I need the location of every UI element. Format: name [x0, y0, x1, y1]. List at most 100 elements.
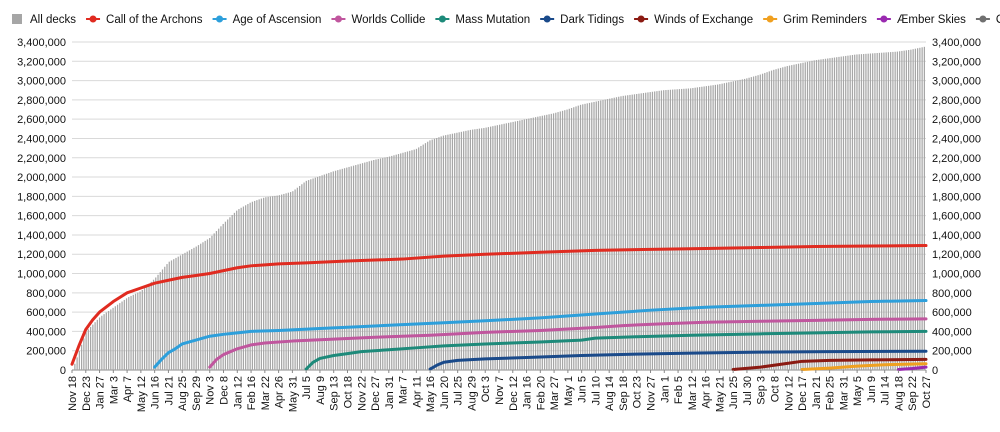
- all-decks-bar: [278, 195, 280, 370]
- all-decks-bar: [611, 98, 613, 370]
- x-tick-label: Aug 9: [315, 376, 327, 405]
- all-decks-bar: [743, 78, 746, 370]
- all-decks-bar: [838, 56, 840, 370]
- all-decks-bar: [665, 90, 667, 371]
- all-decks-bar: [896, 51, 899, 370]
- y-tick-label-right: 600,000: [932, 307, 972, 319]
- all-decks-bar: [357, 164, 359, 370]
- y-tick-label-right: 400,000: [932, 326, 972, 338]
- all-decks-bar: [734, 80, 737, 371]
- x-tick-label: Mar 27: [549, 376, 561, 410]
- all-decks-bar: [490, 126, 492, 371]
- all-decks-bars: [74, 46, 925, 371]
- x-tick-label: Oct 8: [769, 376, 781, 402]
- all-decks-bar: [161, 269, 164, 370]
- all-decks-bar: [134, 293, 137, 370]
- all-decks-bar: [191, 249, 193, 370]
- all-decks-bar: [642, 93, 645, 370]
- all-decks-bar: [822, 59, 824, 370]
- x-tick-label: Nov 18: [67, 376, 79, 411]
- all-decks-bar: [215, 231, 218, 370]
- x-tick-label: Jan 16: [522, 376, 534, 409]
- all-decks-bar: [597, 101, 600, 370]
- all-decks-bar: [737, 80, 739, 370]
- all-decks-bar: [107, 310, 110, 370]
- legend-swatch-dot: [979, 15, 987, 23]
- all-decks-bar: [197, 245, 200, 370]
- all-decks-bar: [752, 76, 755, 370]
- all-decks-bar: [206, 239, 209, 370]
- x-tick-label: Aug 14: [604, 376, 616, 411]
- legend-swatch-dot: [766, 15, 774, 23]
- legend-swatch-dot: [438, 15, 446, 23]
- x-tick-label: Jun 16: [150, 376, 162, 409]
- y-tick-label-right: 800,000: [932, 288, 972, 300]
- all-decks-bar: [202, 242, 204, 370]
- all-decks-bar: [116, 304, 119, 370]
- all-decks-bar: [615, 97, 618, 371]
- y-tick-label-left: 400,000: [26, 326, 66, 338]
- all-decks-bar: [458, 132, 460, 370]
- all-decks-bar: [901, 50, 903, 370]
- all-decks-bar: [505, 123, 507, 370]
- y-tick-label-right: 2,200,000: [932, 153, 981, 165]
- all-decks-bar: [690, 88, 692, 370]
- all-decks-bar: [600, 100, 602, 370]
- y-tick-label-right: 3,200,000: [932, 56, 981, 68]
- x-tick-label: Dec 17: [797, 376, 809, 411]
- legend-label: Winds of Exchange: [654, 14, 753, 26]
- all-decks-bar: [586, 103, 588, 371]
- all-decks-bar: [364, 162, 366, 370]
- x-tick-label: Dec 8: [219, 376, 231, 405]
- all-decks-bar: [166, 264, 168, 370]
- all-decks-bar: [912, 49, 914, 370]
- all-decks-bar: [705, 86, 707, 371]
- all-decks-bar: [301, 184, 303, 370]
- all-decks-bar: [451, 133, 454, 370]
- x-tick-label: Nov 22: [356, 376, 368, 411]
- all-decks-bar: [375, 159, 377, 370]
- all-decks-bar: [593, 101, 595, 370]
- all-decks-bar: [678, 89, 681, 371]
- x-tick-label: Mar 22: [260, 376, 272, 410]
- all-decks-bar: [283, 193, 285, 370]
- all-decks-bar: [800, 63, 802, 370]
- y-tick-label-left: 3,000,000: [17, 76, 66, 88]
- all-decks-bar: [730, 81, 732, 370]
- x-tick-label: Oct 23: [632, 376, 644, 408]
- all-decks-bar: [231, 215, 233, 370]
- all-decks-bar: [510, 122, 512, 370]
- y-tick-label-right: 200,000: [932, 346, 972, 358]
- all-decks-bar: [627, 95, 629, 371]
- all-decks-bar: [716, 84, 719, 370]
- y-tick-label-right: 2,600,000: [932, 114, 981, 126]
- all-decks-bar: [669, 89, 672, 371]
- y-tick-label-left: 2,400,000: [17, 133, 66, 145]
- legend-item-mber-skies: Æmber Skies: [876, 14, 966, 26]
- all-decks-bar: [903, 50, 905, 370]
- all-decks-bar: [397, 154, 400, 370]
- all-decks-bar: [272, 196, 274, 370]
- all-decks-bar: [788, 65, 791, 370]
- all-decks-bar: [881, 52, 883, 370]
- all-decks-bar: [750, 77, 752, 370]
- legend-swatch-dot: [89, 15, 97, 23]
- y-tick-label-right: 3,400,000: [932, 37, 981, 49]
- all-decks-bar: [714, 84, 716, 371]
- all-decks-bar: [827, 58, 829, 370]
- all-decks-bar: [254, 200, 256, 370]
- all-decks-bar: [213, 233, 215, 370]
- x-tick-label: Apr 26: [274, 376, 286, 408]
- y-axis-right: 0 200,000 400,000 600,000 800,000 1,000,000 1,…: [932, 37, 981, 377]
- all-decks-bar: [438, 137, 440, 370]
- all-decks-bar: [732, 81, 734, 370]
- all-decks-bar: [442, 135, 445, 370]
- all-decks-bar: [388, 156, 391, 370]
- x-tick-label: Feb 5: [673, 376, 685, 404]
- y-tick-label-left: 3,200,000: [17, 56, 66, 68]
- all-decks-bar: [294, 189, 296, 370]
- all-decks-bar: [723, 83, 725, 371]
- legend-label: Mass Mutation: [455, 14, 530, 26]
- legend-item-dark-tidings: Dark Tidings: [540, 14, 624, 26]
- all-decks-bar: [782, 67, 784, 371]
